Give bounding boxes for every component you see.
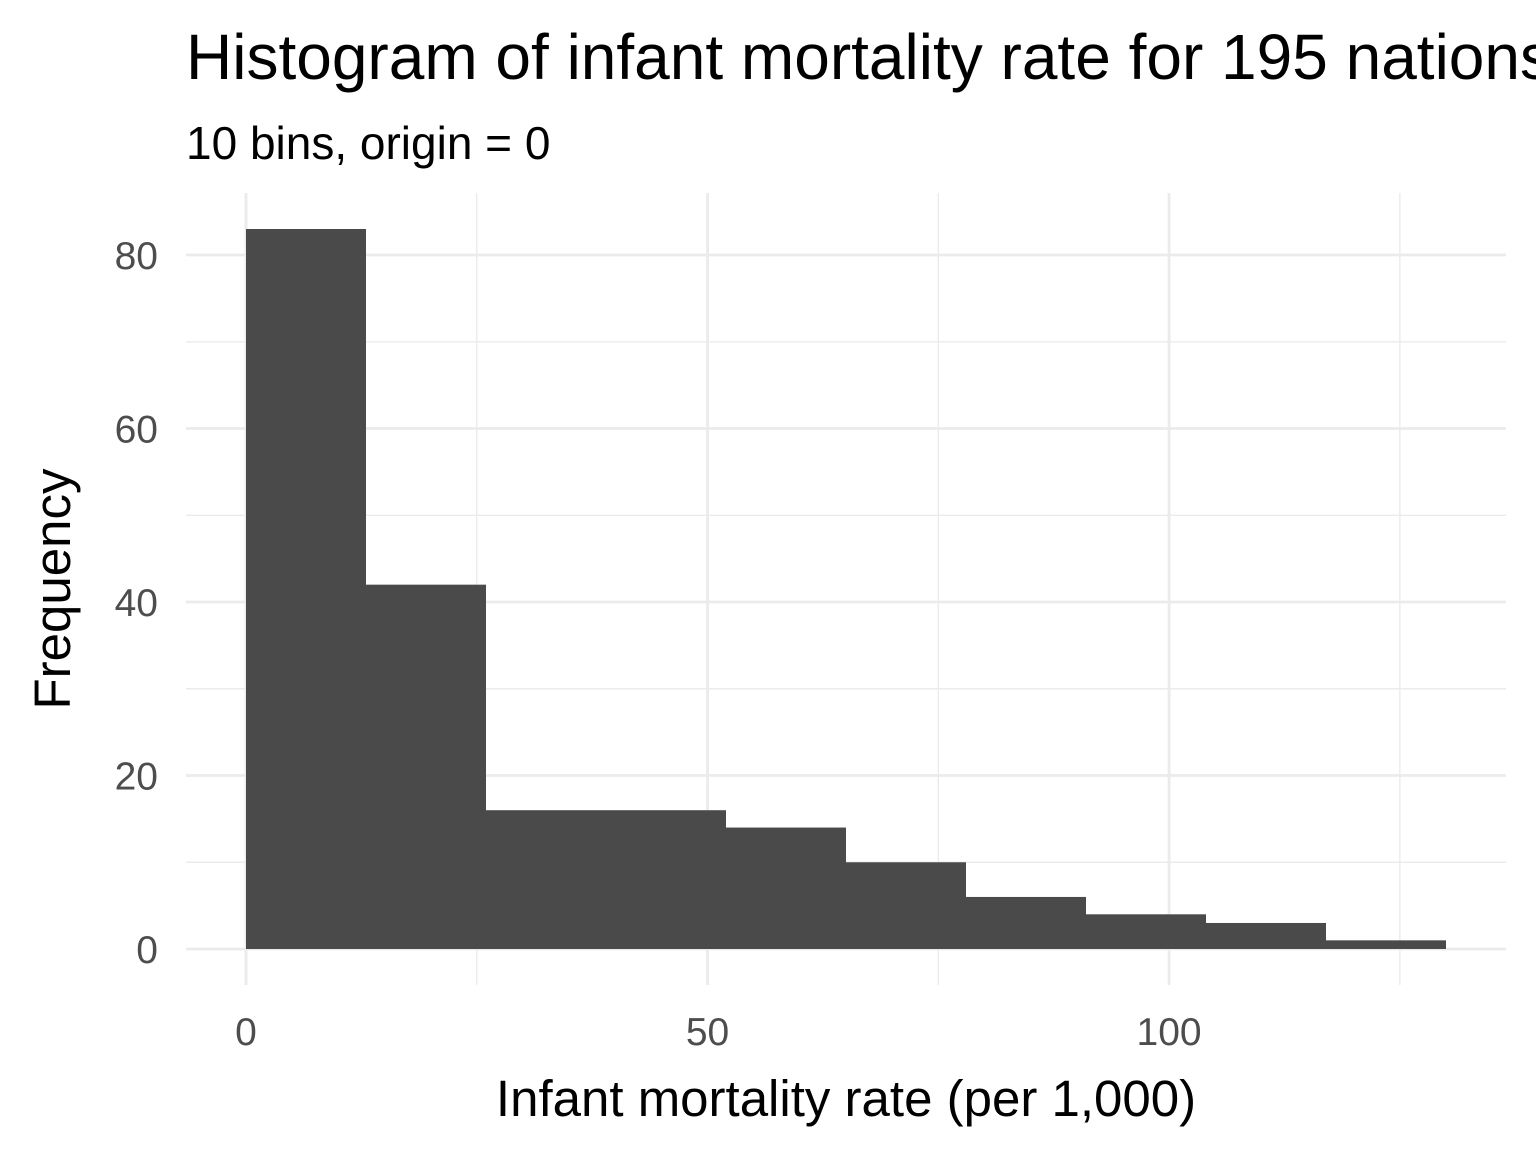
x-tick-label: 50 <box>686 1011 729 1054</box>
histogram-bar-10 <box>1326 940 1446 949</box>
histogram-bar-8 <box>1086 914 1206 949</box>
histogram-bar-9 <box>1206 922 1326 949</box>
x-axis-title: Infant mortality rate (per 1,000) <box>496 1070 1196 1127</box>
x-tick-label: 100 <box>1137 1011 1202 1054</box>
y-tick-label: 0 <box>136 929 158 972</box>
histogram-bar-4 <box>606 810 726 949</box>
y-tick-label: 40 <box>115 582 158 625</box>
histogram-bar-3 <box>486 810 606 949</box>
x-tick-label: 0 <box>235 1011 257 1054</box>
histogram-bar-6 <box>846 862 966 949</box>
histogram-bars <box>246 229 1446 949</box>
y-tick-label: 80 <box>115 235 158 278</box>
histogram-bar-5 <box>726 827 846 949</box>
histogram-bar-7 <box>966 896 1086 949</box>
y-axis-title: Frequency <box>24 468 81 709</box>
y-tick-label: 60 <box>115 409 158 452</box>
histogram-bar-1 <box>246 229 366 949</box>
chart-title: Histogram of infant mortality rate for 1… <box>186 21 1536 93</box>
y-tick-label: 20 <box>115 756 158 799</box>
axis-ticks: 0 20 40 60 80 0 50 100 <box>115 235 1202 1054</box>
histogram-bar-2 <box>366 584 486 949</box>
chart-subtitle: 10 bins, origin = 0 <box>186 117 550 169</box>
